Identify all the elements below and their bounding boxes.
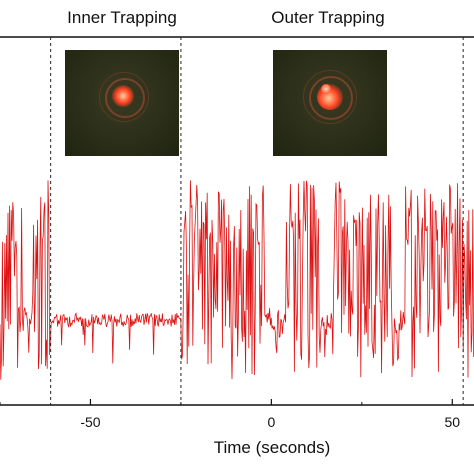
inner-trapping-micrograph — [65, 50, 179, 156]
signal-trace — [0, 180, 474, 380]
x-tick-label: -50 — [80, 414, 100, 430]
plot-area — [0, 180, 474, 380]
outer-trapping-label: Outer Trapping — [271, 8, 385, 27]
x-tick-label: 0 — [267, 414, 275, 430]
x-tick-label: 50 — [445, 414, 461, 430]
x-axis-label: Time (seconds) — [213, 438, 331, 457]
inner-trapping-label: Inner Trapping — [67, 8, 177, 27]
outer-trapping-micrograph — [273, 50, 387, 156]
axes: -50 0 50 — [0, 36, 474, 430]
